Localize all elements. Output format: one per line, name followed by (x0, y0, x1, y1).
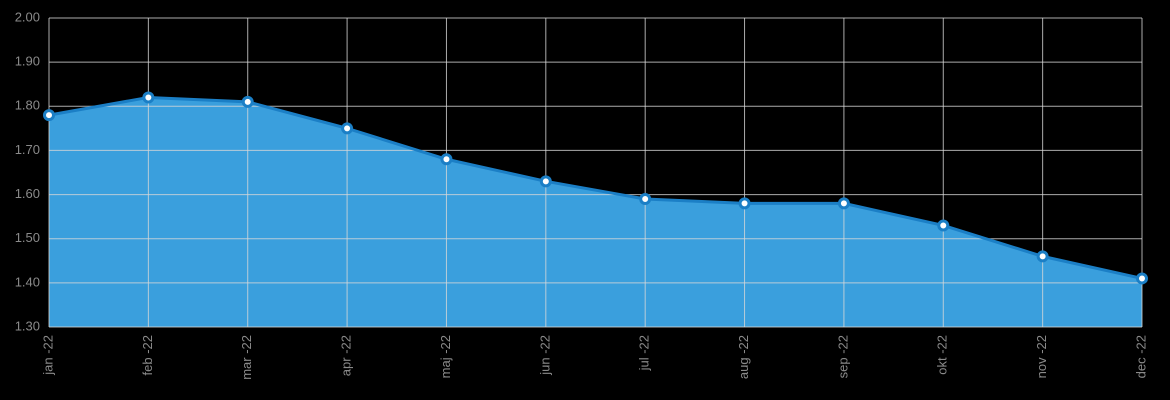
line (48, 95, 1143, 280)
area-fill (49, 97, 1142, 327)
y-tick-label: 1.40 (15, 274, 40, 289)
x-tick-label: okt -22 (935, 335, 950, 375)
x-tick-label: aug -22 (736, 335, 751, 379)
point (241, 95, 254, 108)
point (1136, 272, 1148, 285)
x-tick-label: jul -22 (637, 335, 652, 371)
y-tick-label: 1.80 (15, 98, 40, 113)
point (937, 219, 950, 232)
point (142, 91, 155, 104)
point (341, 122, 354, 135)
y-tick-label: 1.60 (15, 186, 40, 201)
point (539, 175, 552, 188)
x-tick-label: sep -22 (835, 335, 850, 378)
x-tick-label: dec -22 (1133, 335, 1148, 378)
x-tick-label: apr -22 (339, 335, 354, 376)
x-tick-label: nov -22 (1034, 335, 1049, 378)
x-tick-label: mar -22 (239, 335, 254, 380)
y-tick-label: 1.70 (15, 142, 40, 157)
y-tick-label: 1.90 (15, 54, 40, 69)
point (43, 109, 55, 122)
point (837, 197, 850, 210)
y-tick-label: 1.50 (15, 230, 40, 245)
x-tick-label: feb -22 (140, 335, 155, 375)
point (738, 197, 751, 210)
x-tick-label: jan -22 (40, 335, 55, 376)
x-tick-label: maj -22 (438, 335, 453, 378)
point (440, 153, 453, 166)
y-tick-label: 2.00 (15, 9, 40, 24)
point (639, 192, 652, 205)
point (1036, 250, 1049, 263)
x-tick-label: jun -22 (537, 335, 552, 376)
y-tick-label: 1.30 (15, 318, 40, 333)
